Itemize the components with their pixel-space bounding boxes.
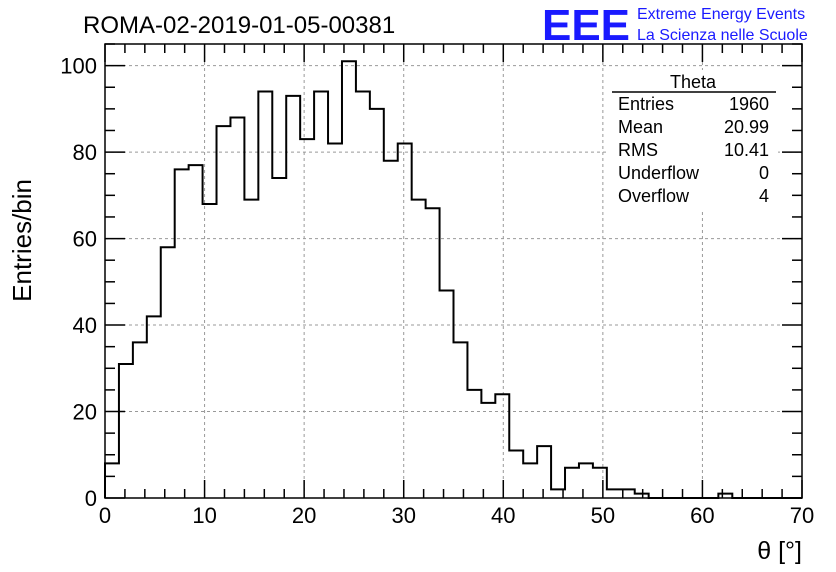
- stats-row-value: 20.99: [724, 117, 769, 137]
- histogram-bin: [356, 92, 370, 498]
- x-tick-label: 40: [491, 503, 515, 528]
- histogram-bin: [593, 468, 607, 498]
- stats-row-label: Overflow: [618, 186, 690, 206]
- y-tick-label: 80: [73, 140, 97, 165]
- x-tick-label: 30: [391, 503, 415, 528]
- histogram-bin: [328, 143, 342, 498]
- histogram-bin: [342, 61, 356, 498]
- histogram-bin: [565, 468, 579, 498]
- x-tick-label: 0: [99, 503, 111, 528]
- histogram-bin: [412, 200, 426, 498]
- stats-row-label: Mean: [618, 117, 663, 137]
- histogram-bin: [509, 450, 523, 498]
- histogram-outline: [104, 60, 802, 499]
- histogram-bin: [481, 403, 495, 498]
- y-tick-label: 0: [85, 486, 97, 511]
- y-tick-label: 40: [73, 313, 97, 338]
- histogram-bin: [314, 92, 328, 498]
- stats-row-label: Underflow: [618, 163, 700, 183]
- axis-ticks: [104, 43, 803, 499]
- histogram-bin: [133, 342, 147, 498]
- x-tick-label: 50: [591, 503, 615, 528]
- stats-row-value: 1960: [729, 94, 769, 114]
- histogram-bin: [175, 169, 189, 498]
- plot-frame: [104, 43, 803, 499]
- y-tick-label: 20: [73, 400, 97, 425]
- histogram-bin: [300, 139, 314, 498]
- eee-logo-mark: EEE: [542, 1, 630, 50]
- stats-row-value: 10.41: [724, 140, 769, 160]
- stats-title: Theta: [670, 72, 717, 92]
- histogram-bin: [523, 463, 537, 498]
- histogram-bin: [607, 489, 621, 498]
- x-tick-labels: 0 10 20 30 40 50 60 70: [99, 503, 814, 528]
- histogram-bin: [105, 463, 119, 498]
- y-tick-labels: 0 20 40 60 80 100: [60, 54, 97, 511]
- histogram-bin: [203, 204, 217, 498]
- histogram-bin: [217, 126, 231, 498]
- histogram-bin: [579, 463, 593, 498]
- stats-row-value: 4: [759, 186, 769, 206]
- histogram-bin: [384, 161, 398, 498]
- histogram-bin: [147, 316, 161, 498]
- eee-logo: EEE Extreme Energy Events La Scienza nel…: [542, 1, 808, 50]
- histogram-bin: [161, 247, 175, 498]
- histogram-bin: [454, 342, 468, 498]
- histogram-bin: [272, 178, 286, 498]
- histogram-bin: [398, 143, 412, 498]
- eee-logo-line2: La Scienza nelle Scuole: [637, 27, 808, 44]
- histogram-bin: [426, 208, 440, 498]
- histogram-bin: [189, 165, 203, 498]
- histogram-bin: [495, 394, 509, 498]
- y-axis-label: Entries/bin: [7, 179, 37, 302]
- x-tick-label: 20: [292, 503, 316, 528]
- histogram-bin: [230, 118, 244, 498]
- histogram-bin: [258, 92, 272, 498]
- histogram-bin: [244, 200, 258, 498]
- histogram-bin: [440, 290, 454, 498]
- stats-row-label: RMS: [618, 140, 658, 160]
- histogram-bin: [467, 390, 481, 498]
- histogram-bin: [119, 364, 133, 498]
- histogram-bars: [104, 60, 802, 499]
- chart-title: ROMA-02-2019-01-05-00381: [83, 12, 395, 39]
- stats-row-label: Entries: [618, 94, 674, 114]
- stats-box: Theta Entries 1960 Mean 20.99 RMS 10.41 Underf…: [608, 70, 778, 210]
- y-tick-label: 100: [60, 54, 97, 79]
- x-tick-label: 60: [690, 503, 714, 528]
- histogram-bin: [537, 446, 551, 498]
- x-axis-label: θ [°]: [757, 537, 802, 565]
- histogram-bin: [286, 96, 300, 498]
- stats-row-value: 0: [759, 163, 769, 183]
- eee-logo-line1: Extreme Energy Events: [637, 6, 805, 23]
- y-tick-label: 60: [73, 227, 97, 252]
- plot-frame-rect: [104, 43, 803, 499]
- histogram-bin: [370, 109, 384, 498]
- x-tick-label: 10: [192, 503, 216, 528]
- x-tick-label: 70: [790, 503, 814, 528]
